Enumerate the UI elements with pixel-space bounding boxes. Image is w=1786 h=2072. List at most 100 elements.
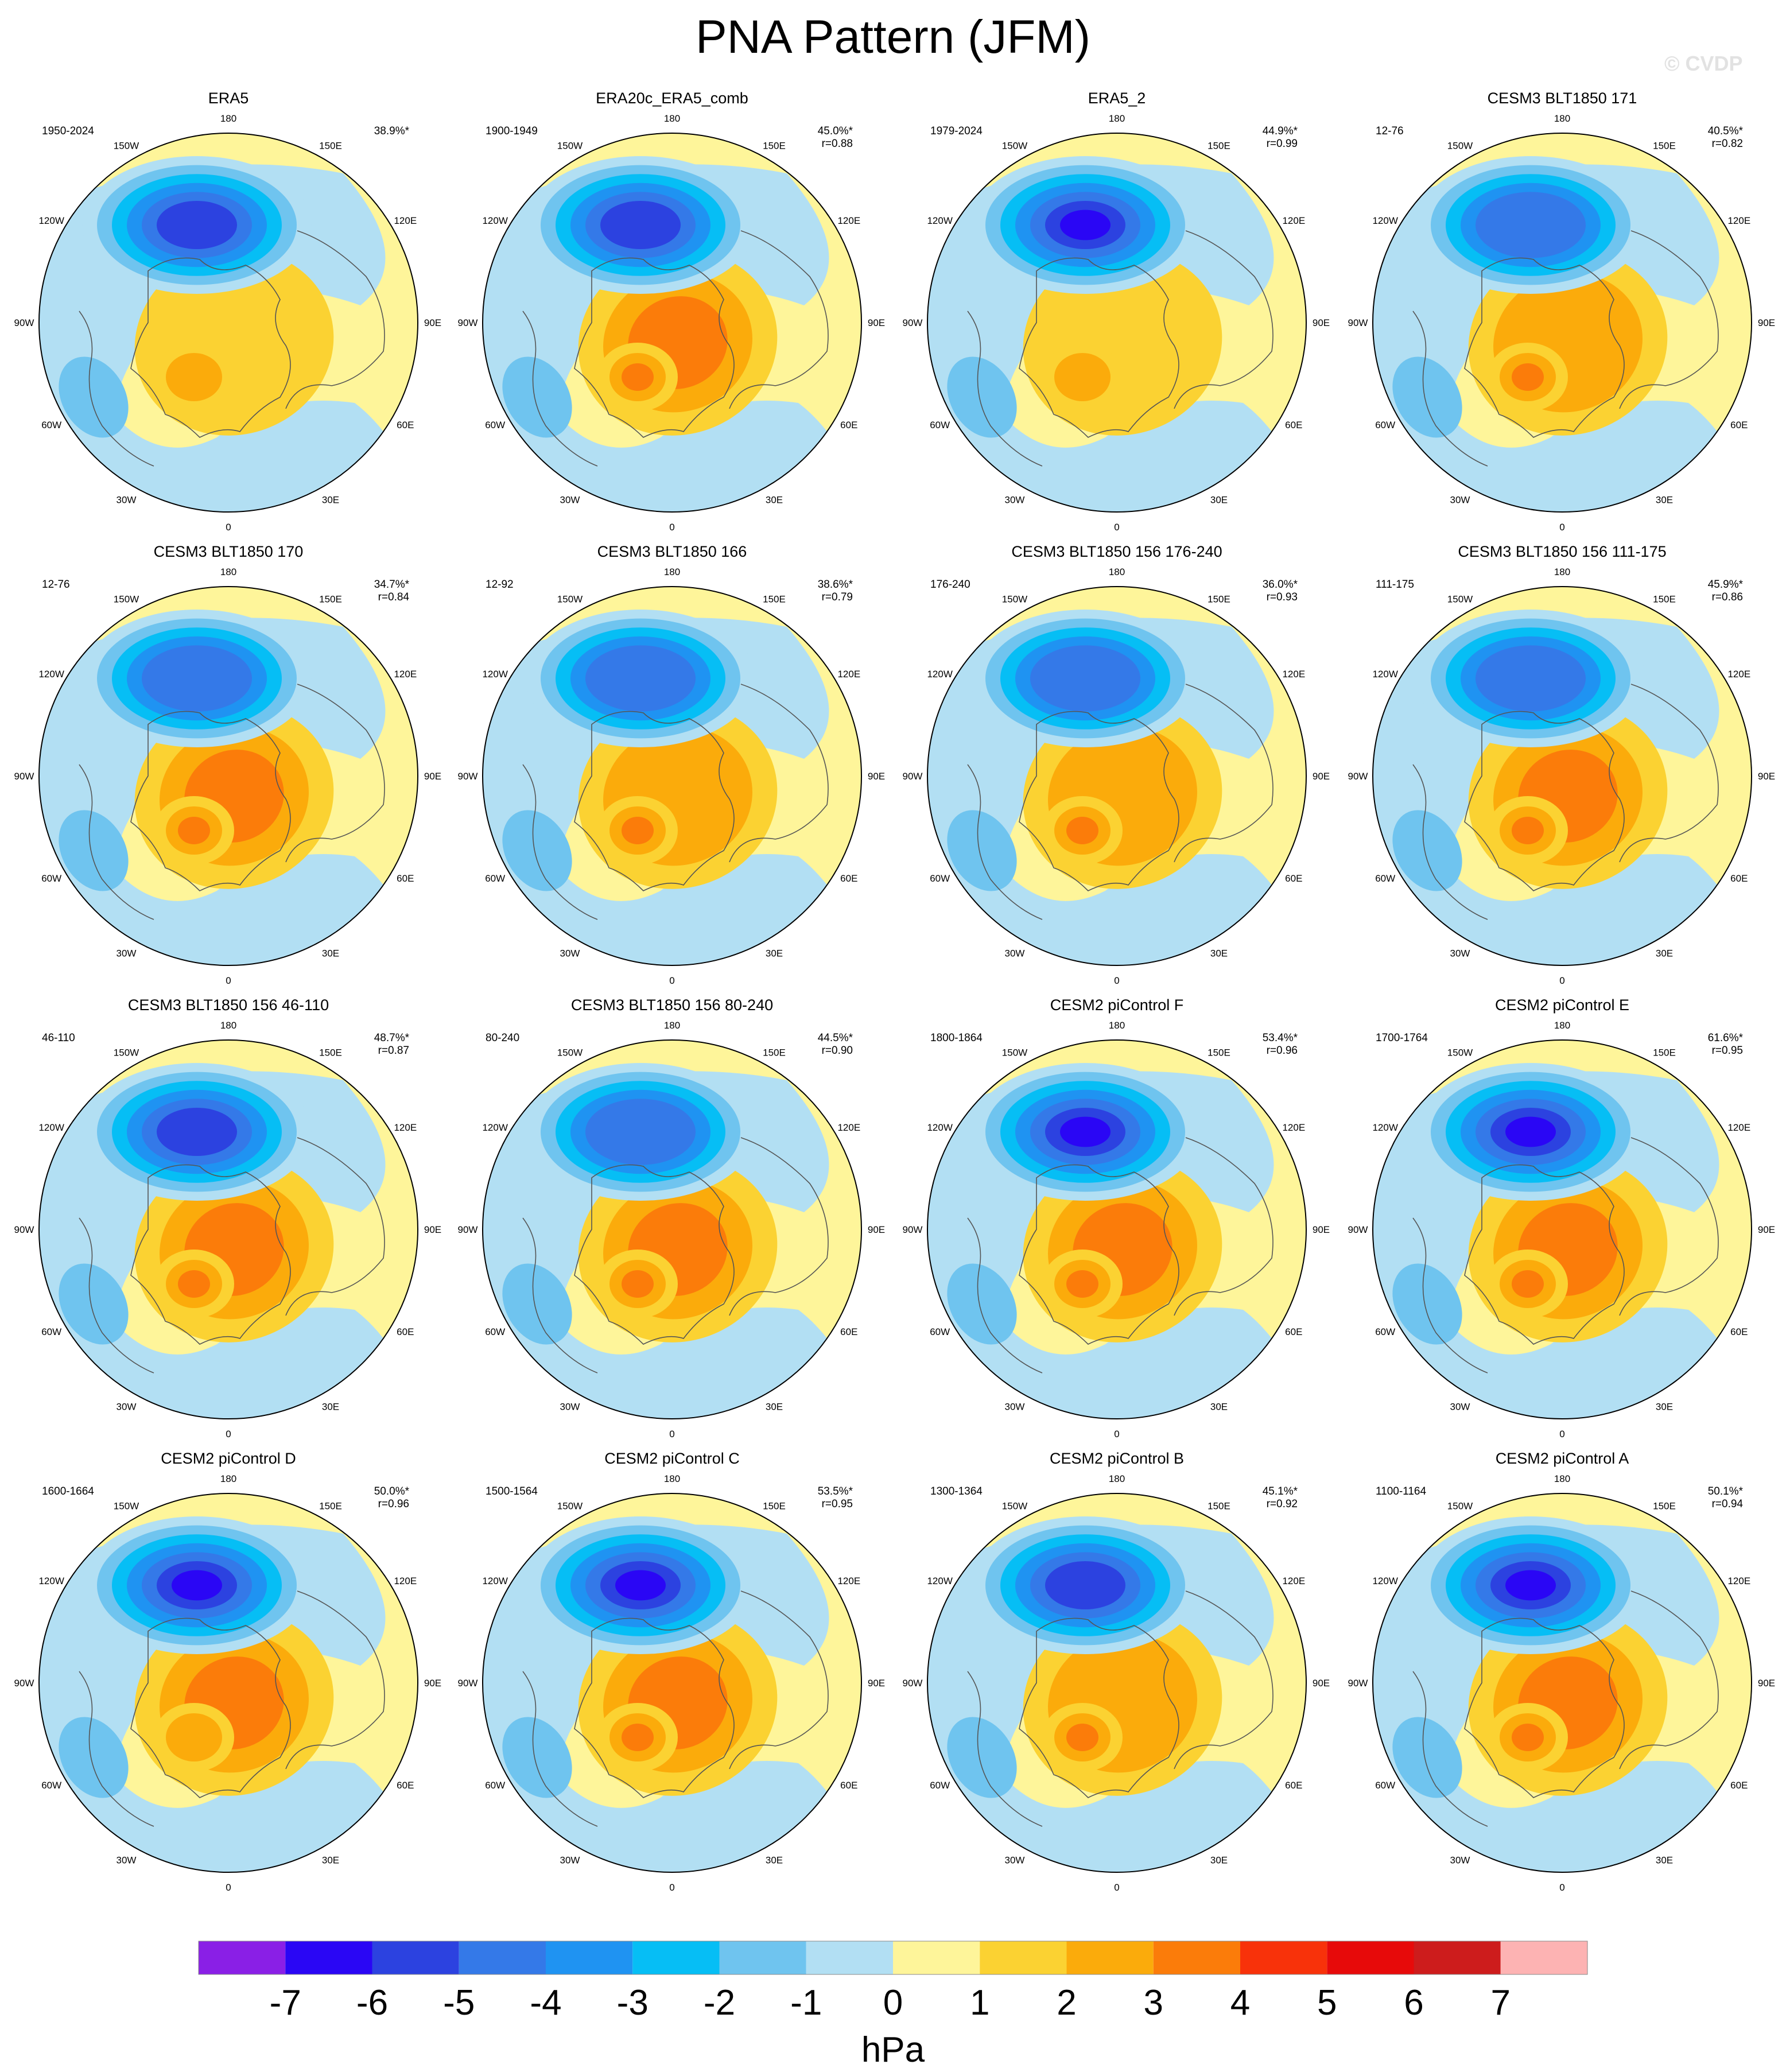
longitude-label: 60W	[41, 420, 61, 430]
panel-correlation: r=0.94	[1712, 1498, 1744, 1510]
colorbar-tick-label: -5	[443, 1983, 475, 2023]
atlantic-low	[59, 356, 129, 438]
colorbar-swatch	[980, 1941, 1067, 1974]
longitude-label: 180	[220, 566, 236, 577]
panel-correlation: r=0.86	[1712, 591, 1743, 603]
longitude-label: 120W	[927, 215, 952, 226]
map-outline	[1372, 133, 1752, 513]
longitude-label: 90E	[424, 1678, 441, 1689]
longitude-label: 60W	[930, 420, 950, 430]
map-panel: 180 150E 120E 90E 60E 30E 0 30W 60W 90W 120W 150W CE…	[1348, 543, 1776, 986]
panel-correlation: r=0.95	[822, 1498, 853, 1510]
coastline-asia	[1174, 1137, 1274, 1316]
colorbar-swatch	[1327, 1941, 1414, 1974]
longitude-label: 180	[664, 566, 680, 577]
longitude-label: 120W	[927, 669, 952, 680]
map-panel: 180 150E 120E 90E 60E 30E 0 30W 60W 90W 120W 150W CE…	[458, 1450, 886, 1893]
longitude-label: 0	[1114, 1429, 1119, 1439]
panel-years: 80-240	[486, 1032, 519, 1044]
longitude-label: 150E	[763, 1501, 786, 1512]
coastline-asia	[1619, 1590, 1719, 1770]
southeast-high-contour	[166, 1713, 222, 1761]
panel-correlation: r=0.84	[378, 591, 410, 603]
coastline-north-america	[1019, 1617, 1179, 1798]
atlantic-low	[1392, 1263, 1462, 1345]
figure-title: PNA Pattern (JFM)	[695, 11, 1091, 63]
longitude-label: 90E	[1313, 1678, 1330, 1689]
coastline-europe-africa	[1412, 1671, 1488, 1827]
longitude-label: 0	[226, 1429, 231, 1439]
longitude-label: 0	[1559, 522, 1564, 533]
map-panel: 180 150E 120E 90E 60E 30E 0 30W 60W 90W 120W 150W CE…	[903, 1450, 1330, 1893]
longitude-label: 30E	[1210, 1854, 1228, 1865]
map-panel: 180 150E 120E 90E 60E 30E 0 30W 60W 90W 120W 150W CE…	[903, 996, 1330, 1439]
colorbar-tick-label: -1	[790, 1983, 822, 2023]
longitude-label: 60E	[840, 1780, 857, 1791]
longitude-label: 30E	[766, 1401, 783, 1412]
longitude-label: 120W	[38, 1576, 64, 1586]
coastline-europe-africa	[1412, 764, 1488, 920]
longitude-label: 120W	[38, 669, 64, 680]
southeast-high-contour	[1066, 1724, 1098, 1751]
panel-correlation: r=0.79	[822, 591, 853, 603]
colorbar-swatch	[806, 1941, 893, 1974]
longitude-label: 30E	[1656, 1854, 1673, 1865]
panel-title: CESM2 piControl A	[1496, 1450, 1629, 1467]
longitude-label: 90W	[458, 317, 478, 328]
longitude-label: 90W	[14, 771, 34, 782]
coastline-europe-africa	[79, 311, 154, 467]
panel-years: 1800-1864	[930, 1032, 983, 1044]
colorbar-swatch	[1153, 1941, 1240, 1974]
colorbar-swatch	[372, 1941, 459, 1974]
map-panel: 180 150E 120E 90E 60E 30E 0 30W 60W 90W 120W 150W CE…	[14, 996, 442, 1439]
coastline-north-america	[1464, 1617, 1625, 1798]
panel-correlation: r=0.88	[822, 138, 853, 150]
coastline-asia	[1174, 230, 1274, 409]
atlantic-low	[502, 356, 572, 438]
colorbar-tick-label: 0	[883, 1983, 903, 2023]
longitude-label: 90E	[868, 317, 885, 328]
colorbar-swatch	[1240, 1941, 1327, 1974]
panel-variance-explained: 38.6%*	[818, 579, 853, 591]
aleutian-low-contour	[1030, 645, 1140, 712]
panel-years: 111-175	[1376, 579, 1414, 591]
longitude-label: 120E	[837, 669, 860, 680]
colorbar-tick-label: 1	[970, 1983, 989, 2023]
longitude-label: 120W	[1372, 215, 1397, 226]
longitude-label: 90E	[424, 771, 441, 782]
longitude-label: 150W	[1002, 141, 1027, 152]
panel-years: 1979-2024	[930, 125, 983, 137]
map-outline	[38, 133, 418, 513]
longitude-label: 150W	[557, 1501, 583, 1512]
panel-title: CESM3 BLT1850 171	[1488, 90, 1637, 107]
panel-years: 1100-1164	[1376, 1485, 1426, 1497]
southeast-high-contour	[166, 353, 222, 401]
southeast-high-contour	[1512, 363, 1544, 391]
longitude-label: 90W	[903, 317, 923, 328]
longitude-label: 90W	[903, 1224, 923, 1235]
panel-correlation: r=0.99	[1267, 138, 1298, 150]
longitude-label: 180	[220, 1473, 236, 1484]
coastline-north-america	[130, 1164, 291, 1345]
panel-variance-explained: 44.9%*	[1263, 125, 1298, 137]
longitude-label: 30E	[766, 948, 783, 959]
map-panel: 180 150E 120E 90E 60E 30E 0 30W 60W 90W 120W 150W CE…	[14, 543, 442, 986]
coastline-asia	[285, 1590, 385, 1770]
panel-years: 1600-1664	[42, 1485, 94, 1497]
longitude-label: 90E	[1758, 1224, 1775, 1235]
coastline-asia	[729, 684, 829, 863]
longitude-label: 120E	[394, 1576, 417, 1586]
longitude-label: 120W	[1372, 669, 1397, 680]
map-panel: 180 150E 120E 90E 60E 30E 0 30W 60W 90W 120W 150W CE…	[458, 996, 886, 1439]
atlantic-low	[502, 1717, 572, 1798]
longitude-label: 30W	[1005, 948, 1025, 959]
longitude-label: 60E	[397, 1326, 414, 1337]
aleutian-low-contour	[157, 201, 237, 249]
map-panel: 180 150E 120E 90E 60E 30E 0 30W 60W 90W 120W 150W CE…	[458, 543, 886, 986]
atlantic-low	[1392, 356, 1462, 438]
panel-title: CESM2 piControl E	[1495, 996, 1629, 1014]
map-outline	[1372, 586, 1752, 966]
coastline-europe-africa	[967, 311, 1043, 467]
longitude-label: 150W	[557, 141, 583, 152]
coastline-asia	[285, 230, 385, 409]
